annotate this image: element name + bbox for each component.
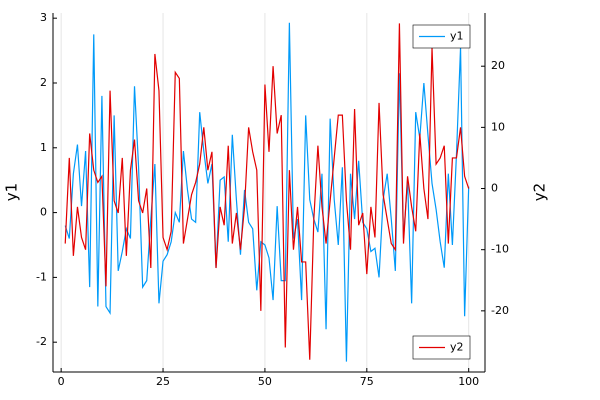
y2-tick-label: 10 [491,120,505,133]
y-tick-label: 1 [40,141,47,154]
y2-tick-label: 0 [491,182,498,195]
y-tick-label: -2 [36,335,47,348]
series-line [64,22,470,362]
y-tick-label: 3 [40,11,47,24]
x-tick-label: 25 [156,375,170,388]
y2-tick-label: -10 [491,243,509,256]
y-tick-label: -1 [36,270,47,283]
y-tick-label: 0 [40,206,47,219]
series-line [64,23,470,360]
legend-label: y1 [450,30,464,43]
y-tick-label: 2 [40,76,47,89]
x-tick-label: 100 [458,375,479,388]
x-tick-label: 75 [360,375,374,388]
y-axis-title: y1 [3,183,21,201]
y2-axis-title: y2 [531,183,549,201]
legend-label: y2 [450,341,464,354]
y2-tick-label: 20 [491,59,505,72]
y2-tick-label: -20 [491,304,509,317]
x-tick-label: 0 [58,375,65,388]
x-tick-label: 50 [258,375,272,388]
